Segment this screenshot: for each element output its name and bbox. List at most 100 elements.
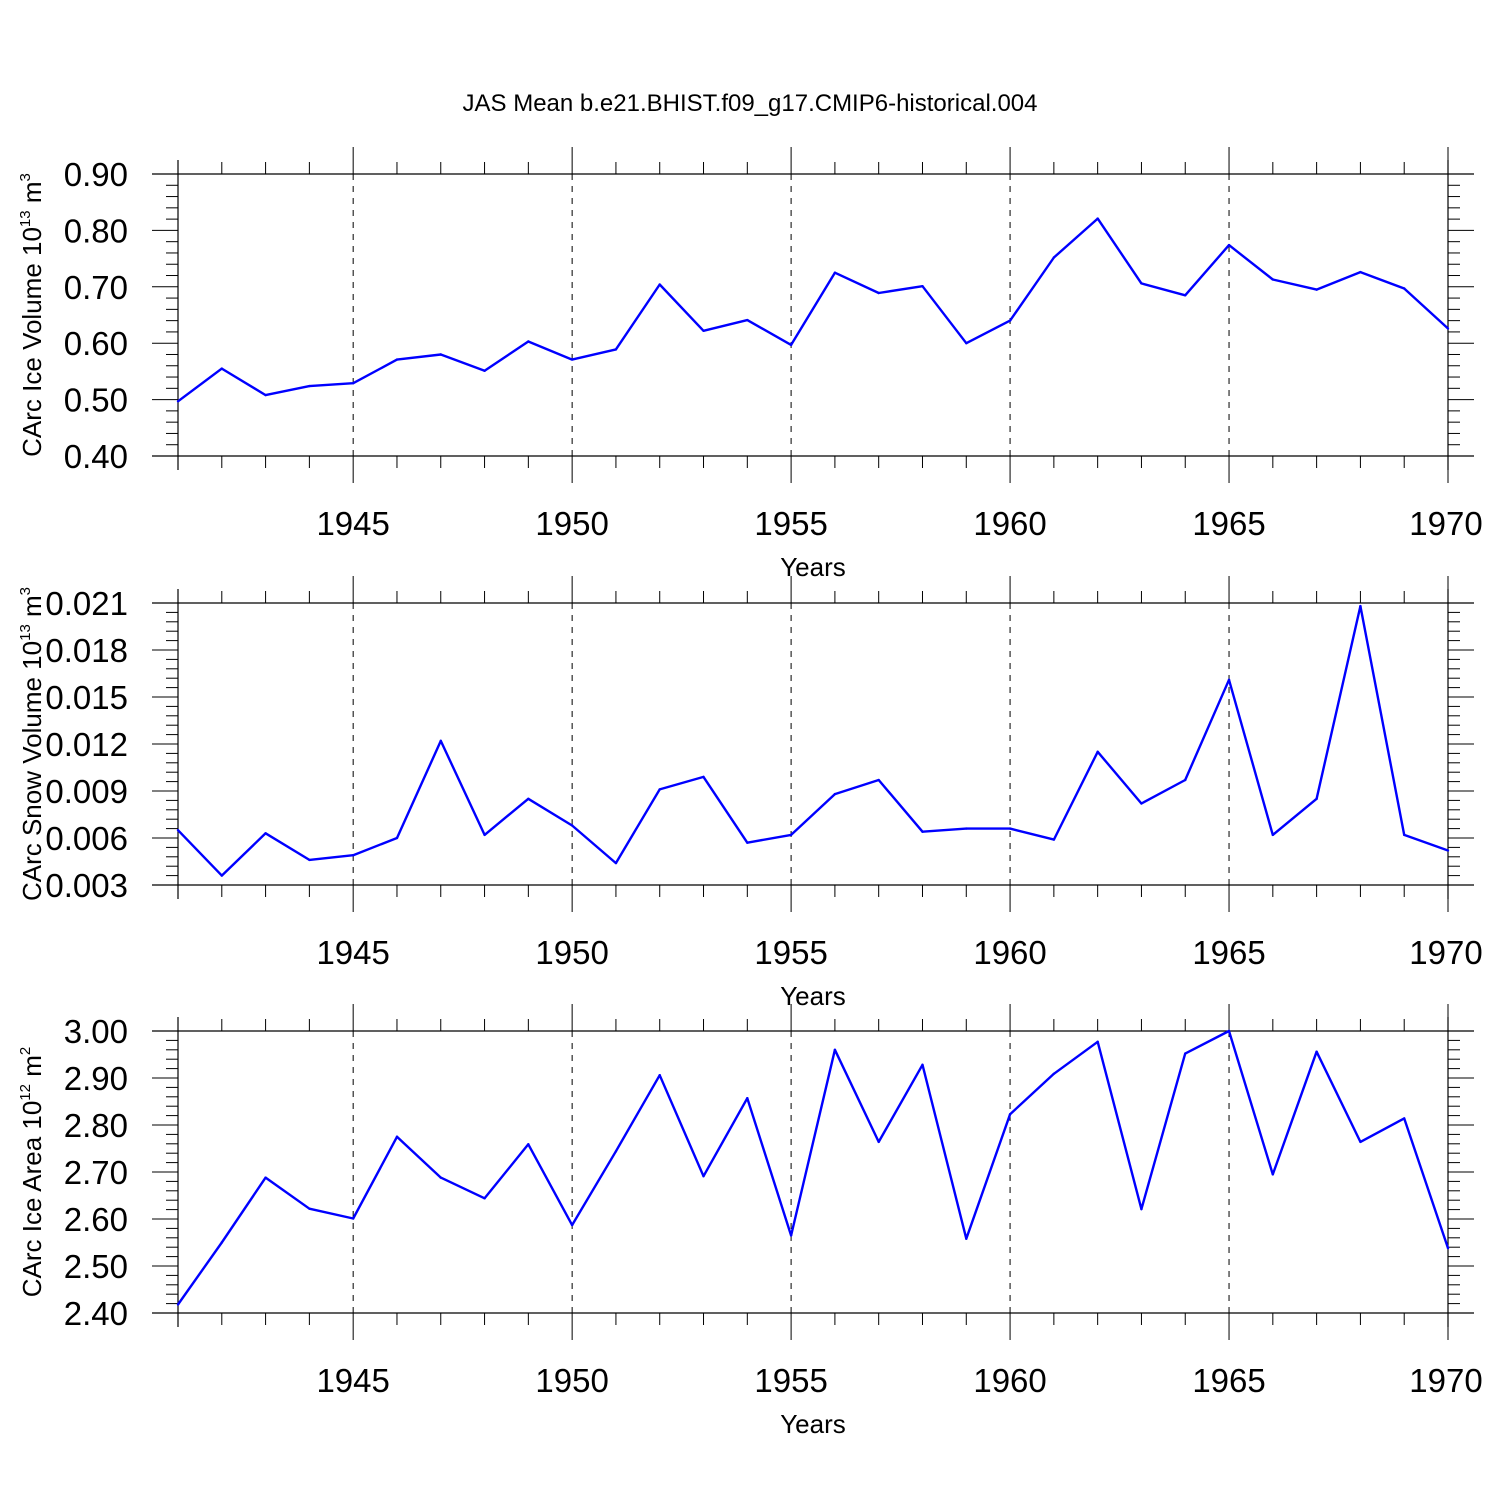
y-tick-label: 0.70 bbox=[64, 269, 128, 306]
data-point bbox=[1403, 833, 1406, 837]
data-point bbox=[658, 283, 661, 286]
panel-3: 2.40 2.50 2.60 2.70 2.80 2.90 3.00 1945 1950 1955… bbox=[17, 1004, 1483, 1439]
data-point bbox=[877, 1140, 880, 1144]
data-point bbox=[1359, 1140, 1362, 1144]
x-tick-label: 1970 bbox=[1409, 1362, 1482, 1399]
x-tick-label: 1945 bbox=[316, 1362, 389, 1399]
y-tick-label: 2.70 bbox=[64, 1154, 128, 1191]
y-axis-title-exponent: 13 bbox=[17, 624, 34, 641]
data-point bbox=[527, 1143, 530, 1146]
data-point bbox=[351, 854, 355, 857]
data-point bbox=[746, 318, 749, 322]
x-tick-label: 1955 bbox=[754, 1362, 827, 1399]
data-point bbox=[965, 342, 968, 345]
figure-title: JAS Mean b.e21.BHIST.f09_g17.CMIP6-histo… bbox=[463, 90, 1038, 117]
y-axis-title: CArc Ice Area 1012 m2 bbox=[17, 1047, 47, 1297]
data-point bbox=[1052, 1072, 1056, 1075]
x-tick-label: 1965 bbox=[1192, 1362, 1265, 1399]
data-point bbox=[1140, 282, 1143, 285]
x-tick-label: 1950 bbox=[535, 1362, 608, 1399]
y-tick-label: 0.021 bbox=[45, 585, 128, 622]
y-axis-title-main: CArc Ice Volume 10 bbox=[17, 227, 47, 457]
data-point bbox=[176, 828, 180, 832]
y-tick-label: 0.60 bbox=[64, 325, 128, 362]
y-axis-title: CArc Ice Volume 1013 m3 bbox=[17, 173, 47, 457]
y-axis-title-exponent: 12 bbox=[17, 1084, 34, 1101]
data-point bbox=[264, 393, 267, 397]
data-point bbox=[746, 1097, 749, 1100]
data-point bbox=[1052, 256, 1056, 259]
data-point bbox=[308, 1207, 311, 1210]
data-point bbox=[1446, 327, 1450, 330]
data-point bbox=[1403, 1117, 1406, 1120]
data-point bbox=[1096, 217, 1099, 220]
data-point bbox=[1052, 838, 1056, 841]
data-point bbox=[789, 833, 793, 837]
data-point bbox=[1140, 1207, 1143, 1211]
y-axis-title-unit: m bbox=[17, 595, 47, 624]
data-point bbox=[1096, 1040, 1099, 1044]
data-point bbox=[1227, 1029, 1231, 1033]
y-tick-label: 0.012 bbox=[45, 726, 128, 763]
data-point bbox=[965, 1237, 968, 1240]
data-point bbox=[1008, 827, 1012, 830]
data-point bbox=[702, 329, 705, 332]
y-axis-title-unit-exponent: 2 bbox=[17, 1047, 34, 1055]
data-point bbox=[395, 836, 399, 840]
data-point bbox=[264, 1176, 267, 1179]
x-tick-label: 1960 bbox=[973, 934, 1046, 971]
data-point bbox=[483, 1197, 486, 1200]
y-tick-label: 2.50 bbox=[64, 1248, 128, 1285]
data-point bbox=[614, 1150, 618, 1153]
data-point bbox=[483, 833, 486, 837]
y-axis-title-main: CArc Ice Area 10 bbox=[17, 1101, 47, 1298]
data-point bbox=[921, 1063, 924, 1067]
y-tick-label: 3.00 bbox=[64, 1013, 128, 1050]
x-axis-title: Years bbox=[780, 981, 846, 1011]
data-point bbox=[351, 382, 355, 385]
data-point bbox=[614, 348, 618, 351]
data-point bbox=[1184, 294, 1187, 297]
data-point bbox=[702, 775, 705, 779]
data-point bbox=[1227, 678, 1231, 681]
data-point bbox=[220, 1241, 223, 1244]
data-point bbox=[789, 1234, 793, 1237]
data-point bbox=[176, 400, 180, 403]
data-point bbox=[833, 1048, 837, 1052]
data-point bbox=[1315, 1050, 1318, 1053]
series-line bbox=[177, 1029, 1450, 1306]
y-axis-title: CArc Snow Volume 1013 m3 bbox=[17, 587, 47, 901]
y-tick-label: 2.40 bbox=[64, 1295, 128, 1332]
y-tick-label: 0.003 bbox=[45, 867, 128, 904]
data-point bbox=[1271, 833, 1275, 837]
x-tick-label: 1960 bbox=[973, 1362, 1046, 1399]
data-point bbox=[570, 1223, 574, 1227]
data-point bbox=[1096, 750, 1099, 754]
y-axis-title-unit-exponent: 3 bbox=[17, 173, 34, 181]
x-tick-label: 1970 bbox=[1409, 505, 1482, 542]
series-line bbox=[177, 217, 1449, 403]
data-point bbox=[308, 858, 311, 862]
data-point bbox=[1359, 604, 1362, 608]
data-point bbox=[746, 841, 749, 844]
x-axis-title: Years bbox=[780, 552, 846, 582]
x-tick-label: 1950 bbox=[535, 934, 608, 971]
y-axis-title-unit: m bbox=[17, 1055, 47, 1084]
data-point bbox=[439, 1176, 442, 1179]
data-point bbox=[220, 367, 223, 370]
data-point bbox=[1315, 288, 1318, 291]
data-point bbox=[1227, 243, 1231, 247]
data-point bbox=[921, 830, 924, 833]
data-point bbox=[570, 358, 574, 361]
data-point bbox=[614, 861, 618, 865]
data-point bbox=[658, 788, 661, 791]
data-point bbox=[1446, 849, 1450, 852]
panel-2: 0.003 0.006 0.009 0.012 0.015 0.018 0.021 1945 1… bbox=[17, 576, 1483, 1011]
data-point bbox=[702, 1175, 705, 1178]
panel-1: 0.40 0.50 0.60 0.70 0.80 0.90 1945 1950 1955 1960… bbox=[17, 147, 1483, 582]
x-tick-label: 1965 bbox=[1192, 505, 1265, 542]
y-tick-label: 0.40 bbox=[64, 438, 128, 475]
data-point bbox=[1008, 1112, 1012, 1116]
y-tick-label: 0.90 bbox=[64, 156, 128, 193]
data-point bbox=[833, 792, 837, 796]
